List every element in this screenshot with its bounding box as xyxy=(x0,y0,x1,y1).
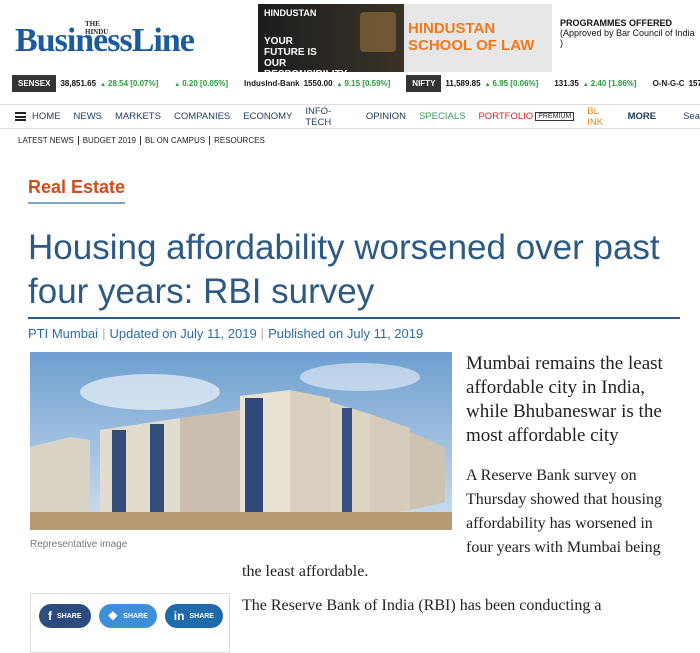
ticker-label: O-N-G-C xyxy=(652,78,685,88)
ticker-item[interactable]: 0.20 [0.05%] xyxy=(174,79,228,88)
advertisement[interactable]: HINDUSTAN YOUR FUTURE IS OUR RESPONSIBIL… xyxy=(258,4,700,72)
nav-item[interactable]: MORE xyxy=(627,111,657,122)
ticker-label: SENSEX xyxy=(12,74,57,92)
nav-item[interactable]: BL INK xyxy=(587,105,604,128)
paragraph: A Reserve Bank survey on Thursday showed… xyxy=(242,467,662,580)
ad-tagline: YOUR FUTURE IS OUR RESPONSIBILITY xyxy=(264,36,347,72)
ticker-label: NIFTY xyxy=(406,74,442,92)
sub-nav-item[interactable]: RESOURCES xyxy=(209,136,269,145)
nav-item[interactable]: PORTFOLIO xyxy=(478,111,534,122)
ticker-price: 157 xyxy=(688,78,700,88)
share-label: SHARE xyxy=(189,612,214,620)
sub-nav-item[interactable]: BUDGET 2019 xyxy=(77,136,140,145)
ticker-label: IndusInd-Bank xyxy=(244,78,300,88)
ticker-change: 2.40 [1.86%] xyxy=(583,79,637,88)
published: Published on July 11, 2019 xyxy=(268,326,424,341)
sub-nav: LATEST NEWS BUDGET 2019 BL ON CAMPUS RESOUR… xyxy=(18,136,269,145)
ad-school: HINDUSTAN SCHOOL OF LAW xyxy=(404,4,552,72)
article-body: Representative image f SHARE ❖ SHARE in SHA… xyxy=(30,352,670,653)
nav-item[interactable]: HOME xyxy=(32,111,61,122)
nav-bar: HOME NEWS MARKETS COMPANIES ECONOMY INFO-TECH… xyxy=(0,104,700,129)
nav-item[interactable]: MARKETS xyxy=(115,111,161,122)
ad-right: PROGRAMMES OFFERED (Approved by Bar Coun… xyxy=(552,4,700,72)
ad-programmes: PROGRAMMES OFFERED xyxy=(560,18,673,28)
ticker-change: 28.54 [0.07%] xyxy=(100,79,158,88)
ticker-item[interactable]: O-N-G-C 157 xyxy=(653,79,700,88)
ad-gavel xyxy=(360,12,396,52)
ad-left: HINDUSTAN YOUR FUTURE IS OUR RESPONSIBIL… xyxy=(258,4,404,72)
search[interactable]: Sea xyxy=(683,111,700,122)
sub-nav-item[interactable]: LATEST NEWS xyxy=(18,136,74,145)
nav-item[interactable]: SPECIALS xyxy=(419,111,466,122)
summary: Mumbai remains the least affordable city… xyxy=(466,353,663,446)
headline: Housing affordability worsened over past… xyxy=(28,226,680,319)
ticker-price: 11,589.85 xyxy=(445,78,481,88)
ticker-item[interactable]: 131.35 2.40 [1.86%] xyxy=(554,79,636,88)
divider: | xyxy=(102,326,106,341)
nav-item[interactable]: COMPANIES xyxy=(173,111,231,122)
logo-text: BusinessLine xyxy=(15,22,195,59)
nav-item[interactable]: NEWS xyxy=(73,111,103,122)
photo xyxy=(30,352,452,530)
ticker-price: 131.35 xyxy=(554,78,579,88)
ticker-change: 6.95 [0.06%] xyxy=(485,79,539,88)
ticker-price: 1550.00 xyxy=(303,78,333,88)
nav-item[interactable]: INFO-TECH xyxy=(305,105,332,128)
category[interactable]: Real Estate xyxy=(28,177,126,204)
share-linkedin[interactable]: in SHARE xyxy=(164,604,223,628)
share-facebook[interactable]: f SHARE xyxy=(39,604,91,628)
ticker-change: 9.15 [0.59%] xyxy=(337,79,390,88)
nav-item[interactable]: OPINION xyxy=(365,111,406,122)
nav-item[interactable]: PREMIUM xyxy=(535,112,575,121)
author[interactable]: PTI Mumbai xyxy=(28,326,99,341)
byline: PTI Mumbai | Updated on July 11, 2019 | Publ… xyxy=(28,326,423,341)
ticker-change: 0.20 [0.05%] xyxy=(174,79,228,88)
caption: Representative image xyxy=(30,539,128,550)
share-label: SHARE xyxy=(123,612,148,620)
paragraph: The Reserve Bank of India (RBI) has been… xyxy=(242,597,602,614)
ad-approval: (Approved by Bar Council of India ) xyxy=(560,28,695,48)
share-twitter[interactable]: ❖ SHARE xyxy=(98,604,157,628)
ad-brand: HINDUSTAN xyxy=(264,8,317,18)
menu-icon[interactable] xyxy=(15,112,27,121)
share-label: SHARE xyxy=(57,612,82,620)
publisher: THE HINDU xyxy=(85,20,109,36)
nav-item[interactable]: ECONOMY xyxy=(243,111,293,122)
sub-nav-item[interactable]: BL ON CAMPUS xyxy=(139,136,209,145)
updated: Updated on July 11, 2019 xyxy=(109,326,257,341)
figure: Representative image xyxy=(30,352,452,550)
share-box: f SHARE ❖ SHARE in SHARE xyxy=(30,593,230,653)
divider: | xyxy=(260,326,265,341)
ticker-price: 38,851.65 xyxy=(60,78,97,88)
